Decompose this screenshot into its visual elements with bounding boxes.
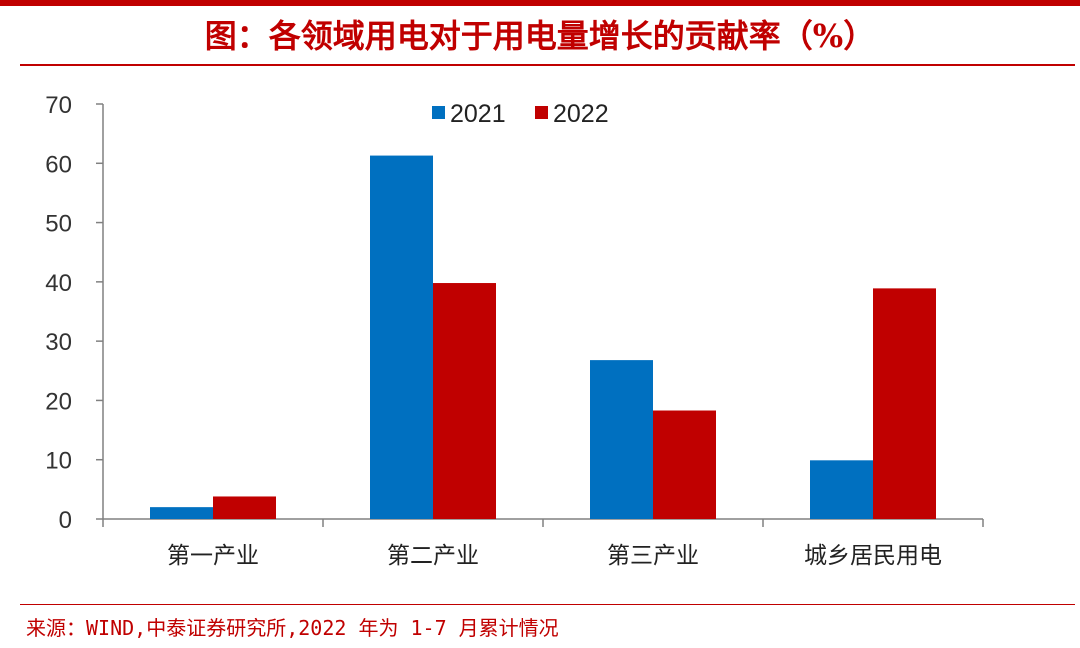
bar-chart: 0 10 20 30 40 50 60 70 第一产业 第二产业 第三产业 城乡居民用电 2021 2… [45,92,984,569]
legend-label-2021: 2021 [450,100,506,128]
bar-2021-2 [370,155,433,520]
bar-2022-3 [653,410,716,519]
legend-swatch-2022 [535,106,548,119]
y-tick-label: 40 [45,270,72,297]
bar-2021-4 [810,460,873,519]
y-tick-label: 0 [59,507,72,534]
bar-2021-1 [150,507,213,519]
y-tick-label: 20 [45,388,72,415]
y-tick-label: 60 [45,151,72,178]
top-rule [0,0,1080,6]
chart-title: 图：各领域用电对于用电量增长的贡献率（%） [204,17,876,55]
y-tick-label: 10 [45,448,72,475]
y-tick-label: 30 [45,329,72,356]
title-rule [20,64,1075,66]
bar-2022-1 [213,496,276,519]
bar-2021-3 [590,360,653,519]
footer-rule [20,604,1075,605]
x-category-label: 城乡居民用电 [804,543,942,569]
x-category-label: 第三产业 [607,543,699,569]
bar-2022-2 [433,283,496,519]
legend-swatch-2021 [432,106,445,119]
x-category-label: 第二产业 [387,543,479,569]
source-note: 来源：WIND,中泰证券研究所,2022 年为 1-7 月累计情况 [26,616,559,640]
legend-label-2022: 2022 [553,100,609,128]
y-tick-label: 70 [45,92,72,119]
y-tick-label: 50 [45,211,72,238]
bar-2022-4 [873,288,936,519]
x-category-label: 第一产业 [167,543,259,569]
